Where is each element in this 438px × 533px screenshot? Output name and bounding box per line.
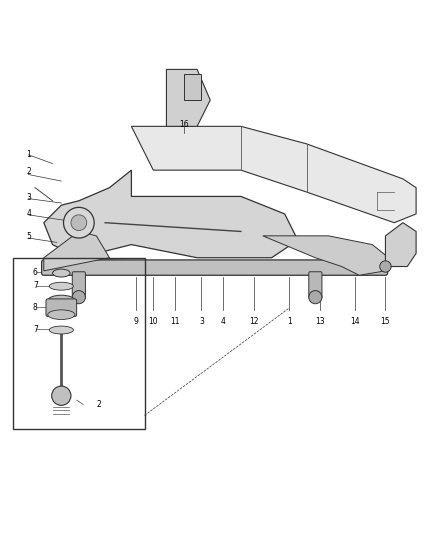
FancyBboxPatch shape <box>42 260 388 275</box>
Ellipse shape <box>49 326 74 334</box>
Text: 1: 1 <box>287 317 291 326</box>
FancyBboxPatch shape <box>309 272 322 298</box>
Text: 2: 2 <box>26 166 31 175</box>
Polygon shape <box>44 231 110 271</box>
Text: 15: 15 <box>381 317 390 326</box>
Text: 3: 3 <box>26 193 31 202</box>
Polygon shape <box>184 74 201 100</box>
Text: 10: 10 <box>148 317 158 326</box>
Text: 8: 8 <box>33 303 38 312</box>
Text: 4: 4 <box>26 208 31 217</box>
Polygon shape <box>263 236 394 275</box>
Bar <box>13 258 145 429</box>
Polygon shape <box>131 126 416 223</box>
Circle shape <box>380 261 391 272</box>
Text: 4: 4 <box>221 317 226 326</box>
Text: 1: 1 <box>26 150 31 159</box>
FancyBboxPatch shape <box>72 272 85 298</box>
Text: 3: 3 <box>199 317 204 326</box>
Text: 16: 16 <box>179 119 189 128</box>
Circle shape <box>309 290 322 304</box>
Text: 13: 13 <box>315 317 325 326</box>
Polygon shape <box>166 69 210 126</box>
Text: 2: 2 <box>96 400 101 409</box>
Ellipse shape <box>53 269 70 277</box>
Circle shape <box>52 386 71 405</box>
Text: 7: 7 <box>33 325 38 334</box>
Text: 5: 5 <box>26 232 31 241</box>
Circle shape <box>72 290 85 304</box>
FancyBboxPatch shape <box>46 299 77 317</box>
Polygon shape <box>44 170 298 258</box>
Text: 14: 14 <box>350 317 360 326</box>
Text: 6: 6 <box>33 268 38 277</box>
Circle shape <box>71 215 87 231</box>
Ellipse shape <box>48 310 75 319</box>
Text: 11: 11 <box>170 317 180 326</box>
Ellipse shape <box>48 295 75 306</box>
Polygon shape <box>385 223 416 266</box>
Circle shape <box>64 207 94 238</box>
Text: 12: 12 <box>249 317 259 326</box>
Text: 7: 7 <box>33 281 38 290</box>
Ellipse shape <box>49 282 74 290</box>
Text: 9: 9 <box>133 317 138 326</box>
